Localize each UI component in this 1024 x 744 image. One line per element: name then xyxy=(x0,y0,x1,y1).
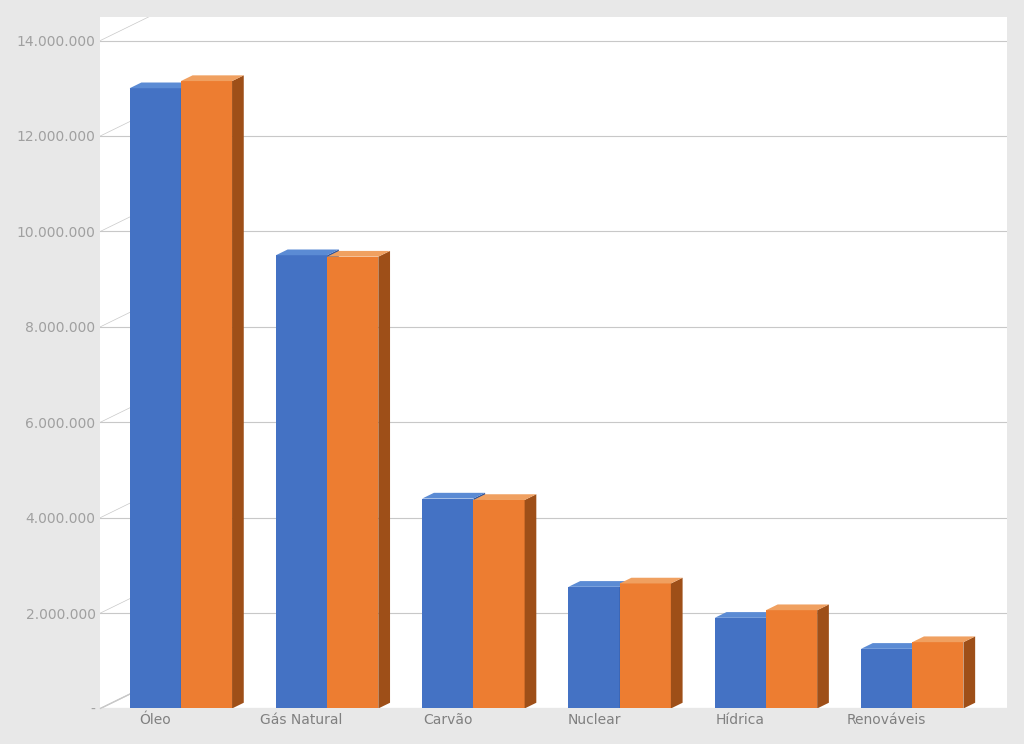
Polygon shape xyxy=(378,251,390,708)
Polygon shape xyxy=(275,255,327,708)
Polygon shape xyxy=(130,83,193,89)
Polygon shape xyxy=(524,494,537,708)
Polygon shape xyxy=(912,642,964,708)
Polygon shape xyxy=(912,643,924,708)
Polygon shape xyxy=(766,610,817,708)
Polygon shape xyxy=(473,493,485,708)
Polygon shape xyxy=(715,618,766,708)
Polygon shape xyxy=(964,636,975,708)
Polygon shape xyxy=(327,257,378,708)
Polygon shape xyxy=(620,581,632,708)
Polygon shape xyxy=(181,83,193,708)
Polygon shape xyxy=(568,581,632,587)
Polygon shape xyxy=(327,249,339,708)
Polygon shape xyxy=(232,75,244,708)
Polygon shape xyxy=(327,251,390,257)
Polygon shape xyxy=(620,583,671,708)
Polygon shape xyxy=(422,498,473,708)
Polygon shape xyxy=(715,612,777,618)
Polygon shape xyxy=(181,75,244,81)
Polygon shape xyxy=(671,578,683,708)
Polygon shape xyxy=(473,494,537,500)
Polygon shape xyxy=(473,500,524,708)
Polygon shape xyxy=(817,604,828,708)
Polygon shape xyxy=(766,604,828,610)
Polygon shape xyxy=(568,587,620,708)
Polygon shape xyxy=(181,81,232,708)
Polygon shape xyxy=(275,249,339,255)
Polygon shape xyxy=(620,578,683,583)
Polygon shape xyxy=(130,89,181,708)
Polygon shape xyxy=(861,649,912,708)
Polygon shape xyxy=(766,612,777,708)
Polygon shape xyxy=(861,643,924,649)
Polygon shape xyxy=(912,636,975,642)
Polygon shape xyxy=(422,493,485,498)
